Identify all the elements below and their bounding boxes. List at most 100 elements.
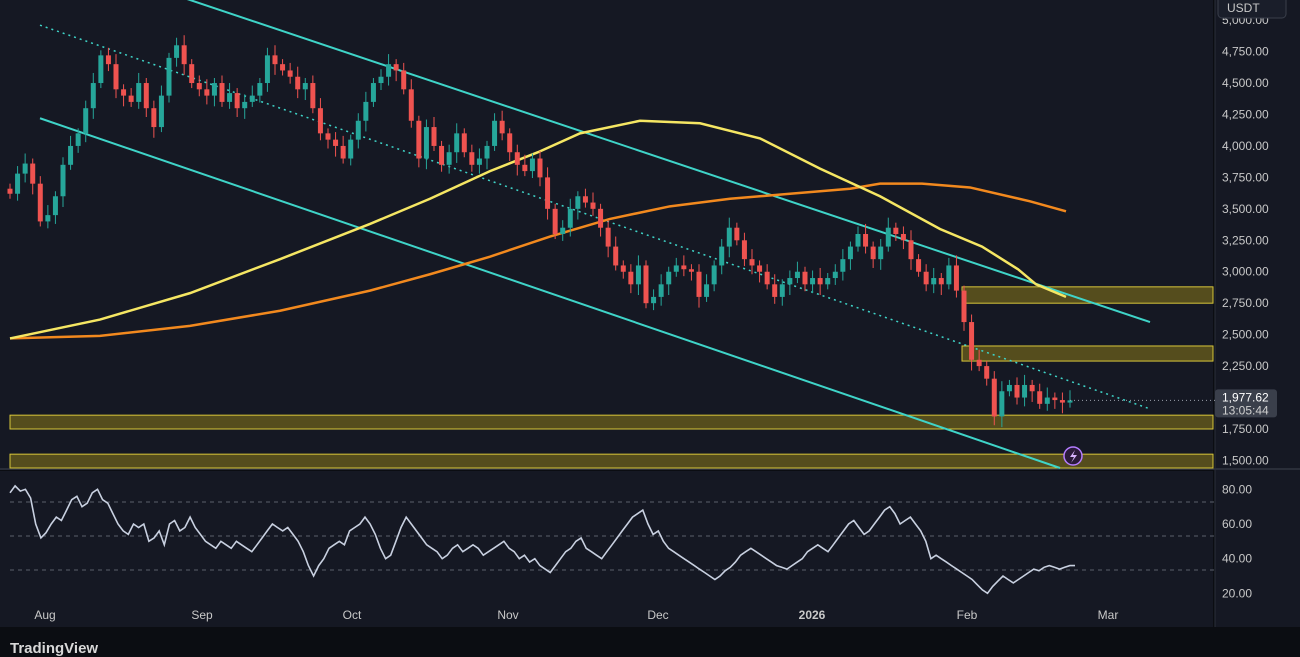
candle-body	[446, 152, 452, 165]
ma-fast-line	[9, 119, 1067, 340]
candle-body	[719, 246, 725, 266]
ma-slow-line	[9, 182, 1067, 340]
candle-body	[696, 271, 702, 297]
candle-body	[317, 108, 323, 134]
candle-body	[545, 177, 551, 209]
candle-body	[575, 196, 581, 209]
candle-body	[431, 127, 437, 146]
price-axis-background	[1215, 0, 1300, 627]
currency-label: USDT	[1227, 1, 1260, 15]
candle-body	[181, 45, 187, 65]
candle-body	[847, 246, 853, 260]
candle-body	[454, 133, 460, 153]
y-tick-label: 4,250.00	[1222, 107, 1269, 121]
candle-body	[219, 83, 225, 102]
candle-body	[499, 120, 505, 134]
candle-body	[1022, 384, 1028, 398]
candle-body	[514, 152, 520, 165]
candle-body	[151, 108, 157, 128]
y-tick-label: 3,250.00	[1222, 233, 1269, 247]
countdown-label: 13:05:44	[1222, 403, 1269, 417]
candle-body	[810, 278, 816, 285]
candle-body	[196, 83, 202, 90]
candle-body	[643, 265, 649, 304]
support-resistance-zone	[9, 414, 1214, 430]
candle-body	[439, 145, 445, 165]
candle-body	[931, 278, 937, 285]
y-tick-label: 2,500.00	[1222, 328, 1269, 342]
candle-body	[310, 83, 316, 109]
currency-badge	[1217, 0, 1287, 19]
candle-body	[234, 93, 240, 109]
x-tick-label: Feb	[957, 608, 978, 622]
candle-body	[22, 163, 28, 174]
support-resistance-zone	[9, 453, 1214, 469]
candle-body	[158, 95, 164, 128]
channel-mid-line	[39, 24, 1151, 410]
time-axis-background	[0, 602, 1213, 627]
candle-body	[976, 359, 982, 367]
candle-body	[287, 70, 293, 77]
candle-body	[333, 139, 339, 146]
candle-body	[893, 227, 899, 234]
candle-body	[1059, 400, 1065, 403]
candle-body	[870, 246, 876, 260]
x-tick-label: Sep	[191, 608, 213, 622]
candle-body	[522, 164, 528, 172]
rsi-tick-label: 80.00	[1222, 482, 1252, 496]
candle-body	[590, 202, 596, 209]
candle-body	[1037, 391, 1043, 404]
brand-label: TradingView	[10, 640, 99, 657]
candle-body	[492, 120, 498, 146]
candle-body	[863, 234, 869, 247]
candle-body	[582, 196, 588, 203]
candle-body	[802, 271, 808, 285]
y-tick-label: 4,500.00	[1222, 76, 1269, 90]
candle-body	[1067, 400, 1073, 403]
lightning-icon	[1070, 450, 1077, 463]
candle-body	[37, 183, 43, 222]
candle-body	[734, 227, 740, 241]
candle-body	[635, 265, 641, 285]
candle-body	[772, 284, 778, 297]
candle-body	[325, 133, 331, 140]
candle-body	[552, 208, 558, 234]
candle-body	[1006, 384, 1012, 392]
candle-body	[560, 227, 566, 234]
candle-body	[825, 278, 831, 285]
candle-body	[302, 83, 308, 90]
candle-body	[7, 188, 13, 194]
candle-body	[378, 76, 384, 84]
rsi-tick-label: 20.00	[1222, 586, 1252, 600]
candle-body	[227, 93, 233, 102]
channel-upper-line	[186, 0, 1151, 324]
y-tick-label: 1,500.00	[1222, 453, 1269, 467]
candle-body	[423, 127, 429, 159]
candle-body	[264, 55, 270, 84]
x-tick-label: 2026	[799, 608, 826, 622]
candle-body	[598, 208, 604, 228]
candle-body	[673, 265, 679, 272]
candle-body	[908, 240, 914, 260]
candle-body	[386, 64, 392, 77]
rsi-line	[9, 484, 1075, 595]
candle-body	[211, 83, 217, 96]
candle-body	[257, 83, 263, 96]
candle-body	[900, 234, 906, 241]
candle-body	[885, 227, 891, 247]
candle-body	[401, 70, 407, 90]
candle-body	[946, 265, 952, 285]
candle-body	[817, 278, 823, 285]
y-tick-label: 4,000.00	[1222, 139, 1269, 153]
candle-body	[969, 322, 975, 360]
candle-body	[476, 158, 482, 165]
last-price-label: 1,977.62	[1222, 390, 1269, 404]
candle-body	[984, 366, 990, 379]
candle-body	[749, 259, 755, 266]
candle-body	[529, 158, 535, 172]
candle-body	[272, 55, 278, 65]
y-tick-label: 1,750.00	[1222, 422, 1269, 436]
candle-body	[1052, 397, 1058, 401]
